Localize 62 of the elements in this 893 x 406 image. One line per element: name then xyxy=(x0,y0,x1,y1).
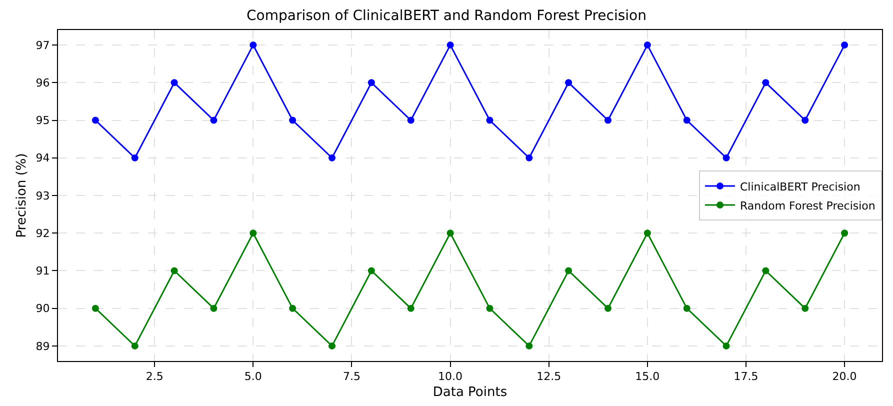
point xyxy=(289,304,296,312)
point xyxy=(170,79,178,86)
point xyxy=(368,267,375,274)
point xyxy=(762,79,770,86)
point xyxy=(131,154,138,162)
point xyxy=(486,116,494,124)
y-axis-title: Precision (%) xyxy=(14,153,30,238)
point xyxy=(328,154,336,162)
y-tick-label: 89 xyxy=(36,340,50,353)
y-tick-label: 95 xyxy=(36,114,50,128)
point xyxy=(841,230,848,237)
y-tick-label: 91 xyxy=(36,264,50,278)
y-tick-label: 93 xyxy=(36,189,50,202)
point xyxy=(526,342,533,350)
x-tick-label: 5.0 xyxy=(244,370,262,384)
point xyxy=(802,304,809,312)
x-tick-label: 15.0 xyxy=(635,370,660,384)
point xyxy=(486,304,494,312)
point xyxy=(644,42,651,49)
chart-title: Comparison of ClinicalBERT and Random Forest Precision xyxy=(246,8,646,24)
point xyxy=(762,267,770,274)
point xyxy=(841,42,848,49)
point xyxy=(210,304,218,312)
legend-label: ClinicalBERT Precision xyxy=(740,180,860,194)
point xyxy=(250,42,257,49)
point xyxy=(131,342,138,350)
point xyxy=(446,230,454,237)
point xyxy=(328,342,336,350)
y-tick-label: 94 xyxy=(36,152,50,165)
point xyxy=(250,230,257,237)
point xyxy=(289,116,296,124)
x-tick-label: 7.5 xyxy=(342,370,360,384)
point xyxy=(210,116,218,124)
y-tick-label: 96 xyxy=(36,76,50,90)
y-tick-label: 90 xyxy=(36,302,50,316)
point xyxy=(407,304,414,312)
x-tick-label: 2.5 xyxy=(146,370,164,384)
point xyxy=(407,116,414,124)
point xyxy=(722,342,730,350)
point xyxy=(565,267,572,274)
point xyxy=(92,116,99,124)
y-tick-label: 97 xyxy=(36,38,50,52)
point xyxy=(802,116,809,124)
point xyxy=(644,230,651,237)
point xyxy=(92,304,99,312)
point xyxy=(683,304,690,312)
point xyxy=(368,79,375,86)
y-tick-label: 92 xyxy=(36,226,50,240)
x-tick-label: 20.0 xyxy=(832,370,857,384)
point xyxy=(526,154,533,162)
point xyxy=(170,267,178,274)
point xyxy=(604,304,612,312)
x-axis-title: Data Points xyxy=(432,384,508,400)
point xyxy=(604,116,612,124)
point xyxy=(446,42,454,49)
point xyxy=(565,79,572,86)
legend-label: Random Forest Precision xyxy=(740,199,876,212)
x-tick-label: 10.0 xyxy=(438,370,463,384)
point xyxy=(722,154,730,162)
point xyxy=(683,116,690,124)
x-tick-label: 17.5 xyxy=(734,370,758,384)
x-tick-label: 12.5 xyxy=(536,370,562,384)
